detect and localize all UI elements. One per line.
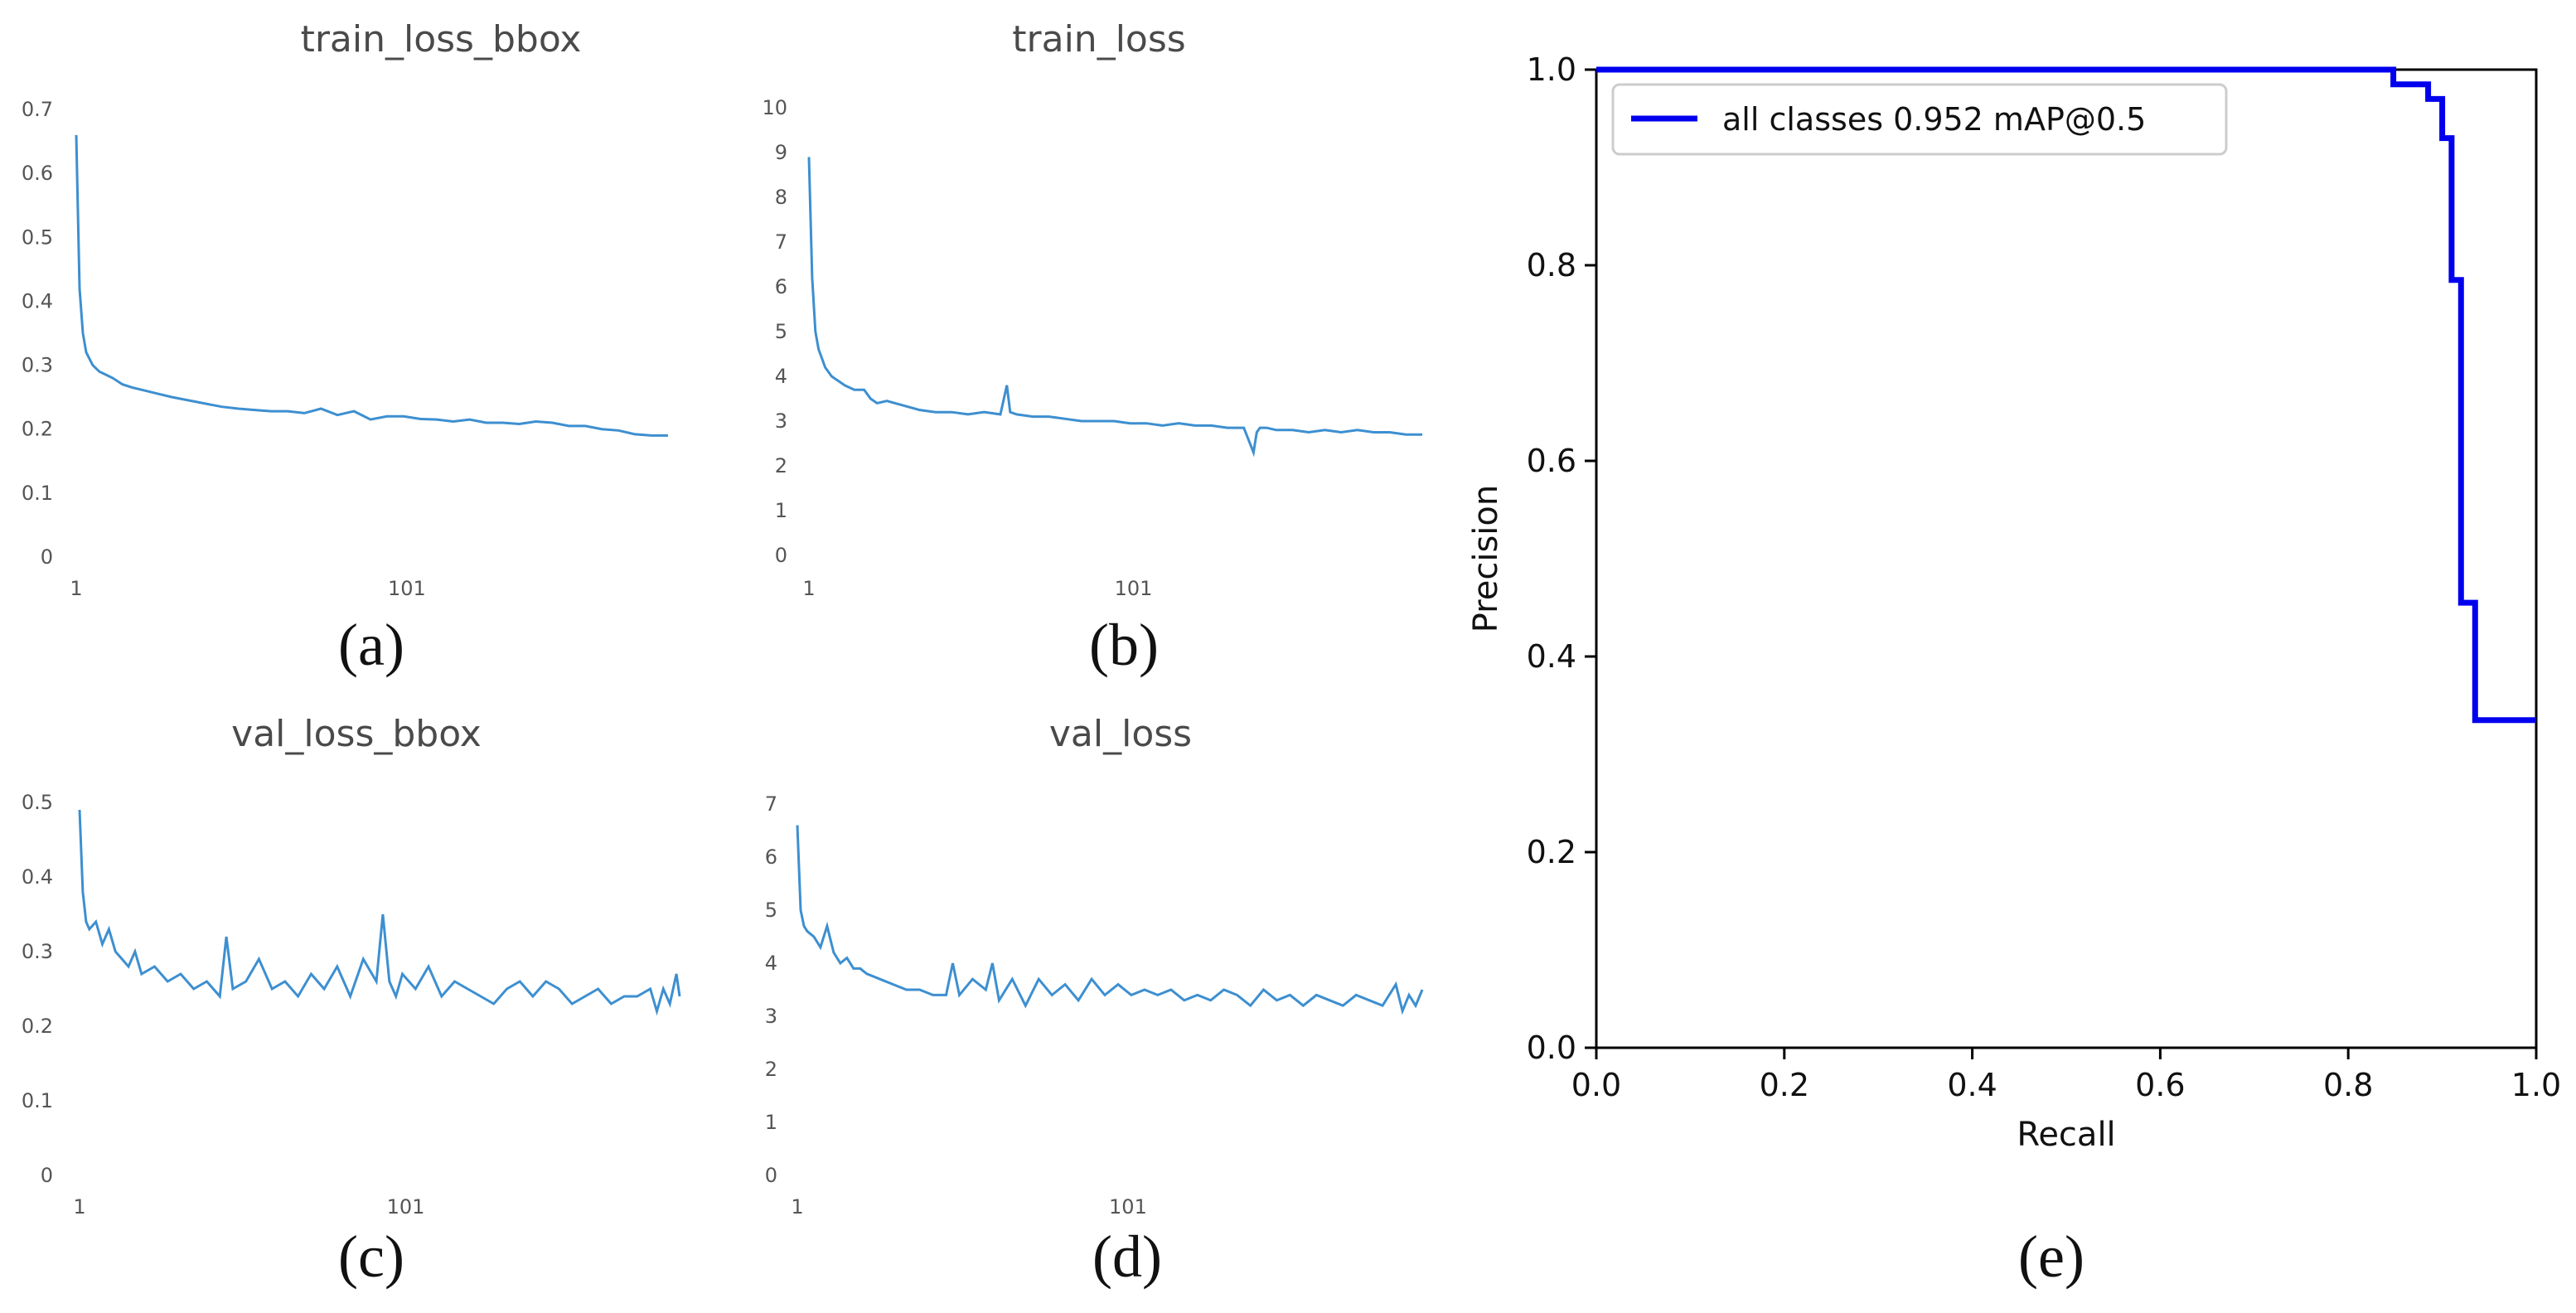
y-tick-label: 0.4 — [22, 289, 53, 313]
y-tick-label: 7 — [765, 792, 777, 816]
panel-c-title: val_loss_bbox — [231, 713, 482, 755]
panel-a-label: (a) — [338, 612, 404, 678]
y-tick-label: 3 — [765, 1005, 777, 1028]
panel-d-x-ticks: 1 101 — [791, 1195, 1146, 1219]
y-tick-label: 7 — [775, 230, 787, 254]
panel-d-title: val_loss — [1049, 713, 1192, 755]
y-tick-label: 0.3 — [22, 940, 53, 963]
panel-d-y-ticks: 0 1 2 3 4 5 6 7 — [765, 792, 777, 1187]
y-tick-label: 0.7 — [22, 98, 53, 121]
y-tick-label: 0.2 — [1527, 834, 1576, 870]
y-tick-label: 3 — [775, 409, 787, 433]
panel-c-x-ticks: 1 101 — [73, 1195, 424, 1219]
y-tick-label: 1 — [765, 1111, 777, 1134]
y-tick-label: 0.4 — [22, 865, 53, 889]
y-tick-label: 9 — [775, 141, 787, 164]
y-tick-label: 1.0 — [1527, 51, 1576, 88]
x-tick-label: 1 — [802, 577, 815, 600]
y-tick-label: 5 — [765, 899, 777, 922]
y-tick-label: 0.1 — [22, 1089, 53, 1112]
panel-e-label: (e) — [2018, 1223, 2085, 1290]
y-tick-label: 0 — [765, 1164, 777, 1187]
panel-b-loss-line — [807, 157, 1422, 458]
legend-box — [1611, 83, 2228, 156]
x-tick-label: 101 — [387, 1195, 425, 1219]
panel-a: train_loss_bbox 0 0.1 0.2 0.3 0.4 0.5 0.6 0.7 1… — [22, 18, 668, 678]
y-tick-label: 0.1 — [22, 482, 53, 505]
y-tick-label: 0 — [775, 544, 787, 567]
panel-e-ticks: 0.0 0.2 0.4 0.6 0.8 1.0 0.0 0.2 0.4 0.6 0.8 1.0 — [1527, 51, 2562, 1103]
y-tick-label: 0 — [41, 545, 53, 569]
panel-b-label: (b) — [1089, 612, 1159, 678]
panel-a-loss-line — [75, 134, 668, 437]
y-axis-label: Precision — [1467, 485, 1505, 632]
panel-c-loss-line — [78, 809, 681, 1016]
y-tick-label: 6 — [765, 845, 777, 869]
x-tick-label: 0.6 — [2135, 1067, 2185, 1103]
x-tick-label: 1.0 — [2511, 1067, 2561, 1103]
y-tick-label: 2 — [765, 1058, 777, 1081]
panel-a-x-ticks: 1 101 — [70, 577, 425, 600]
panel-e: 0.0 0.2 0.4 0.6 0.8 1.0 0.0 0.2 0.4 0.6 0.8 1.0 all… — [1467, 51, 2561, 1290]
x-tick-label: 1 — [70, 577, 82, 600]
x-tick-label: 1 — [791, 1195, 803, 1219]
panel-b-y-ticks: 0 1 2 3 4 5 6 7 8 9 10 — [762, 96, 787, 567]
legend-label: all classes 0.952 mAP@0.5 — [1722, 101, 2146, 138]
panel-b-title: train_loss — [1012, 18, 1185, 61]
panel-e-plot-frame — [1595, 68, 2538, 1049]
y-tick-label: 0 — [41, 1164, 53, 1187]
y-tick-label: 10 — [762, 96, 787, 119]
y-tick-label: 4 — [775, 365, 787, 388]
x-tick-label: 0.2 — [1760, 1067, 1809, 1103]
panel-c-label: (c) — [338, 1223, 404, 1290]
x-tick-label: 0.8 — [2323, 1067, 2373, 1103]
y-tick-label: 0.0 — [1527, 1030, 1576, 1066]
panel-e-legend: all classes 0.952 mAP@0.5 — [1611, 83, 2228, 156]
panel-c-y-ticks: 0 0.1 0.2 0.3 0.4 0.5 — [22, 791, 53, 1187]
y-tick-label: 0.5 — [22, 225, 53, 249]
panel-b-x-ticks: 1 101 — [802, 577, 1152, 600]
panel-a-y-ticks: 0 0.1 0.2 0.3 0.4 0.5 0.6 0.7 — [22, 98, 53, 569]
x-tick-label: 101 — [1115, 577, 1153, 600]
y-tick-label: 0.2 — [22, 1015, 53, 1038]
y-tick-label: 0.2 — [22, 418, 53, 441]
x-tick-label: 1 — [73, 1195, 85, 1219]
x-tick-label: 0.4 — [1947, 1067, 1997, 1103]
panel-a-title: train_loss_bbox — [301, 18, 582, 61]
panel-d-loss-line — [796, 825, 1424, 1015]
y-tick-label: 0.8 — [1527, 247, 1576, 283]
y-tick-label: 6 — [775, 275, 787, 298]
y-tick-label: 5 — [775, 320, 787, 343]
y-tick-label: 0.4 — [1527, 638, 1576, 675]
panel-c: val_loss_bbox 0 0.1 0.2 0.3 0.4 0.5 1 101 (c) — [22, 713, 681, 1290]
panel-e-pr-curve — [1596, 66, 2536, 724]
x-axis-label: Recall — [2017, 1116, 2115, 1154]
y-tick-label: 0.6 — [1527, 443, 1576, 479]
y-tick-label: 0.3 — [22, 354, 53, 377]
y-tick-label: 1 — [775, 499, 787, 522]
y-tick-label: 0.6 — [22, 162, 53, 185]
y-tick-label: 8 — [775, 186, 787, 209]
y-tick-label: 2 — [775, 454, 787, 477]
y-tick-label: 0.5 — [22, 791, 53, 814]
x-tick-label: 101 — [388, 577, 426, 600]
x-tick-label: 0.0 — [1571, 1067, 1621, 1103]
panel-d-label: (d) — [1092, 1223, 1162, 1290]
x-tick-label: 101 — [1109, 1195, 1147, 1219]
y-tick-label: 4 — [765, 952, 777, 975]
